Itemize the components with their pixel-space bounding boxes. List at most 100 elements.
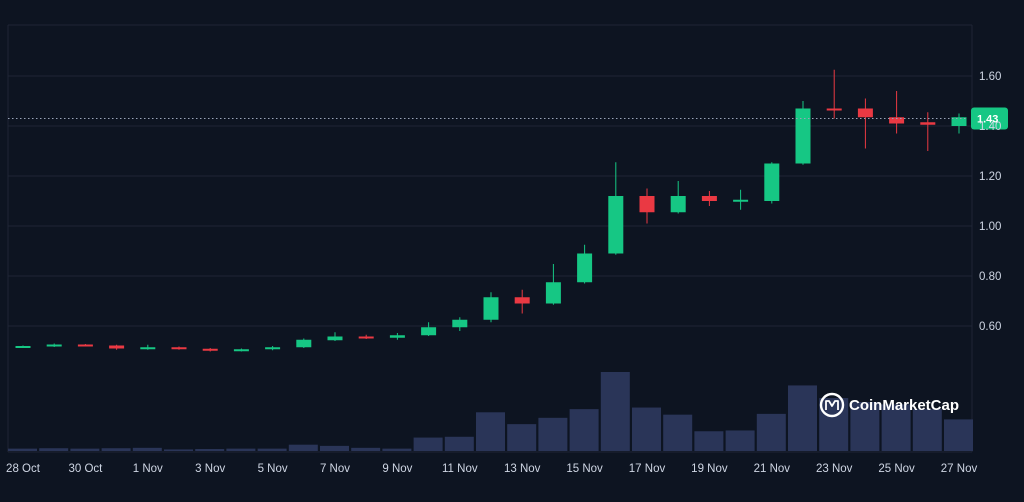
x-tick-label: 25 Nov: [878, 463, 915, 475]
candle-body: [857, 108, 873, 118]
volume-bar: [101, 448, 131, 451]
x-tick-label: 21 Nov: [754, 463, 791, 475]
volume-bar: [195, 449, 225, 451]
candle-body: [140, 347, 156, 350]
candle[interactable]: [296, 338, 312, 349]
candle-body: [15, 346, 31, 348]
candle-body: [670, 196, 686, 213]
volume-bar: [944, 419, 973, 451]
y-tick-label: 0.80: [979, 271, 1001, 283]
candle[interactable]: [421, 322, 437, 336]
candle[interactable]: [795, 101, 811, 165]
volume-bar: [788, 385, 817, 451]
candle[interactable]: [826, 69, 842, 119]
volume-bar: [694, 431, 724, 451]
volume-bar: [39, 448, 69, 451]
candle-body: [46, 344, 62, 347]
y-tick-label: 1.60: [979, 71, 1001, 83]
candle[interactable]: [920, 112, 936, 151]
x-tick-label: 13 Nov: [504, 463, 541, 475]
volume-bar: [444, 436, 474, 451]
x-tick-label: 11 Nov: [442, 463, 478, 475]
y-tick-label: 1.40: [979, 121, 1001, 133]
candle[interactable]: [514, 289, 530, 314]
candle[interactable]: [109, 344, 125, 350]
candle[interactable]: [171, 346, 187, 350]
candle[interactable]: [764, 162, 780, 204]
candle[interactable]: [140, 344, 156, 350]
candle[interactable]: [358, 334, 374, 339]
candle-body: [171, 347, 187, 350]
x-tick-label: 1 Nov: [133, 463, 163, 475]
candle-body: [296, 339, 312, 348]
candle[interactable]: [608, 162, 624, 255]
x-tick-label: 27 Nov: [941, 463, 978, 475]
candle-body: [202, 348, 218, 351]
candle-body: [920, 122, 936, 125]
candle-body: [701, 196, 717, 201]
volume-bar: [413, 437, 443, 451]
candle[interactable]: [389, 333, 405, 340]
candle[interactable]: [483, 292, 499, 323]
volume-bar: [226, 448, 256, 451]
candle[interactable]: [202, 348, 218, 352]
x-tick-label: 30 Oct: [68, 463, 103, 475]
volume-bar: [632, 407, 661, 451]
x-tick-label: 23 Nov: [816, 463, 853, 475]
candles: [15, 69, 967, 352]
candle[interactable]: [889, 91, 905, 134]
y-tick-label: 1.20: [979, 171, 1001, 183]
y-tick-label: 0.60: [979, 321, 1001, 333]
candle[interactable]: [577, 244, 593, 284]
y-tick-label: 1.00: [979, 221, 1001, 233]
candle-body: [421, 327, 437, 336]
candle-body: [358, 336, 374, 339]
candle[interactable]: [77, 344, 93, 347]
candle-body: [233, 349, 249, 352]
coinmarketcap-logo-icon: [819, 392, 845, 418]
candle[interactable]: [857, 98, 873, 149]
watermark-text: CoinMarketCap: [849, 397, 959, 414]
candle-body: [608, 196, 624, 254]
candle-body: [764, 163, 780, 201]
x-tick-label: 17 Nov: [629, 463, 666, 475]
candle[interactable]: [46, 343, 62, 348]
candle-body: [951, 117, 967, 126]
current-price-label: 1.43: [977, 114, 998, 126]
watermark: CoinMarketCap: [819, 392, 959, 418]
candle[interactable]: [233, 348, 249, 352]
candle[interactable]: [265, 346, 281, 351]
candle[interactable]: [639, 188, 655, 224]
candle-body: [483, 297, 499, 320]
candle-body: [545, 282, 561, 304]
x-tick-label: 15 Nov: [566, 463, 603, 475]
candle-body: [109, 345, 125, 349]
candle[interactable]: [701, 191, 717, 206]
candle[interactable]: [951, 113, 967, 134]
candle-body: [733, 199, 749, 202]
volume-bar: [663, 414, 693, 451]
candle[interactable]: [15, 345, 31, 349]
candle-body: [639, 196, 655, 213]
volume-bar: [320, 445, 349, 451]
candle[interactable]: [545, 264, 561, 305]
x-tick-label: 5 Nov: [258, 463, 288, 475]
volume-bars: [8, 372, 973, 451]
candle-body: [795, 108, 811, 164]
candle[interactable]: [452, 317, 468, 331]
volume-bar: [351, 447, 381, 451]
x-tick-label: 7 Nov: [320, 463, 350, 475]
volume-bar: [725, 430, 755, 451]
volume-bar: [756, 413, 786, 451]
volume-bar: [257, 448, 287, 451]
volume-bar: [132, 447, 162, 451]
candle[interactable]: [733, 189, 749, 210]
volume-bar: [881, 404, 911, 451]
candle[interactable]: [670, 181, 686, 214]
candle[interactable]: [327, 332, 343, 341]
volume-bar: [600, 372, 630, 451]
volume-bar: [8, 448, 37, 451]
candle-body: [452, 319, 468, 328]
candle-body: [389, 335, 405, 338]
